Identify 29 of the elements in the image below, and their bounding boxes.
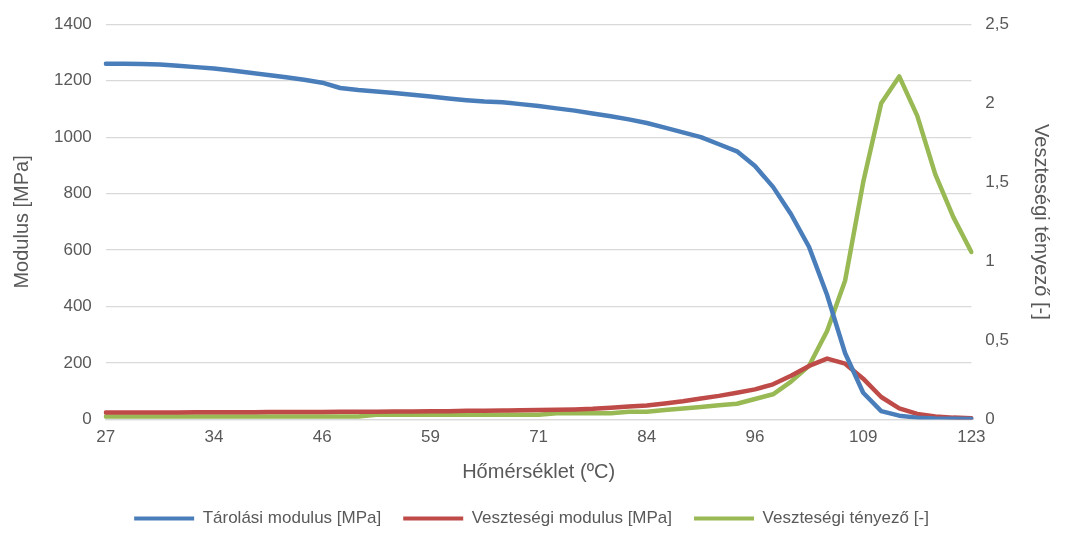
y2-tick-label: 1: [985, 251, 995, 271]
y-tick-label: 1200: [53, 70, 92, 90]
x-tick-label: 59: [420, 427, 440, 447]
y-tick-label: 600: [63, 239, 92, 259]
y2-tick-label: 0,5: [985, 330, 1010, 350]
x-tick-label: 71: [529, 427, 549, 447]
x-tick-label: 46: [312, 427, 332, 447]
y2-tick-label: 0: [985, 409, 995, 429]
y2-tick-label: 1,5: [985, 172, 1010, 192]
legend-label: Veszteségi tényező [-]: [762, 508, 929, 528]
x-tick-label: 123: [957, 427, 986, 447]
x-axis-title: Hőmérséklet (ºC): [462, 459, 616, 482]
x-tick-label: 34: [204, 427, 224, 447]
legend-label: Tárolási modulus [MPa]: [202, 508, 382, 528]
y2-tick-label: 2,5: [985, 13, 1010, 33]
y2-tick-label: 2: [985, 92, 995, 112]
y-tick-label: 400: [63, 296, 92, 316]
y-tick-label: 1000: [53, 126, 92, 146]
x-tick-label: 84: [637, 427, 657, 447]
y-tick-label: 1400: [53, 13, 92, 33]
legend-label: Veszteségi modulus [MPa]: [471, 508, 673, 528]
x-tick-label: 96: [745, 427, 765, 447]
y-tick-label: 200: [63, 352, 92, 372]
y-tick-label: 0: [82, 409, 92, 429]
x-tick-label: 27: [96, 427, 116, 447]
y-axis-title: Modulus [MPa]: [9, 155, 32, 289]
y2-axis-title: Veszteségi tényező [-]: [1031, 124, 1054, 320]
x-tick-label: 109: [848, 427, 878, 447]
y-tick-label: 800: [63, 183, 92, 203]
